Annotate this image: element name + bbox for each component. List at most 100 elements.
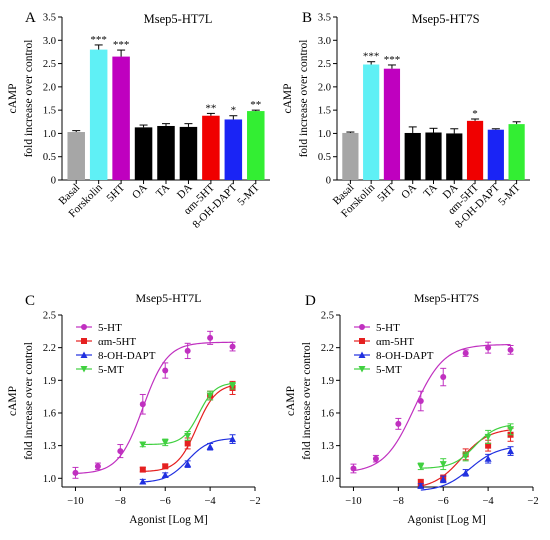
significance-mark: *** [363, 51, 380, 63]
y-label-line-2: fold increase over control [298, 40, 310, 158]
point [485, 442, 492, 449]
y-tick-label: 0 [51, 176, 56, 187]
legend-label: αm-5HT [376, 336, 414, 348]
bar [134, 127, 153, 180]
significance-mark: *** [384, 54, 401, 66]
bar [112, 56, 130, 181]
series-8-OH-DAPT [417, 446, 515, 491]
y-tick-label: 2.0 [318, 82, 331, 93]
significance-mark: ** [205, 102, 216, 114]
series-5-MT [417, 423, 515, 471]
y-tick-label: 1.3 [321, 441, 334, 452]
panel-c: C 1.0 1.3 1.6 1.9 2.2 2.5 cAMP fold increase ove… [7, 291, 261, 526]
point [206, 392, 214, 400]
x-tick-label: −6 [160, 496, 171, 507]
x-tick-label-group: 5HT [375, 181, 398, 204]
point [358, 366, 366, 373]
bar [224, 119, 243, 180]
point [184, 460, 192, 468]
y-tick-label: 3.0 [318, 36, 331, 47]
point [139, 441, 147, 449]
y-tick-label: 2.5 [318, 59, 331, 70]
series-5-HT [72, 330, 236, 479]
x-tick-label: −4 [483, 496, 495, 507]
bar [247, 111, 265, 180]
y-tick-label: 1.9 [43, 376, 56, 387]
significance-mark: * [472, 108, 478, 120]
y-tick-label: 0.5 [318, 152, 331, 163]
bar [342, 132, 359, 180]
x-tick-label: 5HT [104, 181, 127, 204]
x-tick-label-group: 5HT [104, 181, 127, 204]
y-label-line-1: cAMP [285, 386, 297, 416]
fit-curve [142, 438, 233, 483]
panel-a: A 0 0.5 1.0 1.5 2.0 2.5 3.0 3.5 cAMP fold increase… [7, 10, 270, 231]
point [358, 351, 366, 358]
y-label-line-2: fold increase over control [23, 342, 35, 460]
point [94, 463, 101, 470]
point [117, 448, 124, 455]
point [440, 374, 447, 381]
point [485, 344, 492, 351]
fit-curve [75, 341, 233, 475]
y-axis-label: cAMP fold increase over control [282, 40, 310, 158]
y-tick-label: 3.5 [43, 13, 56, 24]
point [184, 347, 191, 354]
x-tick-label: 5HT [375, 181, 398, 204]
panel-letter: B [302, 10, 312, 26]
point [184, 440, 191, 447]
y-tick-label: 3.5 [318, 13, 331, 24]
y-axis-label: cAMP fold increase over control [7, 342, 35, 460]
point [206, 443, 214, 450]
x-axis-label: Agonist [Log M] [407, 514, 486, 526]
series-αm-5HT [139, 380, 236, 473]
chart-title: Msep5-HT7S [411, 12, 479, 26]
point [507, 426, 515, 433]
y-tick-label: 1.5 [43, 106, 56, 117]
bar [202, 115, 220, 180]
point [462, 453, 470, 461]
y-label-line-1: cAMP [7, 386, 19, 416]
x-tick-label: −8 [115, 496, 126, 507]
y-tick-label: 2.5 [43, 311, 56, 322]
x-axis-label: Agonist [Log M] [129, 514, 208, 526]
y-tick-label: 1.0 [43, 474, 56, 485]
y-label-line-1: cAMP [282, 83, 294, 113]
x-tick-label: −2 [249, 496, 260, 507]
x-tick-label-group: 5-MT [235, 181, 262, 208]
point [507, 346, 514, 353]
point [507, 447, 515, 455]
point [417, 482, 425, 489]
x-tick-label-group: TA [154, 182, 172, 200]
panel-letter: D [305, 293, 316, 309]
point [350, 465, 357, 472]
y-axis-label: cAMP fold increase over control [285, 342, 313, 460]
point [462, 469, 470, 476]
point [184, 432, 192, 440]
y-tick-label: 1.0 [318, 129, 331, 140]
bar [157, 125, 175, 180]
point [395, 420, 402, 427]
legend-label: αm-5HT [98, 336, 136, 348]
panel-letter: C [25, 293, 35, 309]
point [439, 461, 447, 468]
point [359, 324, 365, 330]
y-tick-label: 1.5 [318, 106, 331, 117]
point [417, 398, 424, 404]
chart-title: Msep5-HT7L [144, 12, 213, 26]
legend-label: 5-HT [98, 322, 122, 334]
significance-mark: ** [250, 99, 261, 111]
y-tick-label: 2.5 [321, 311, 334, 322]
x-tick-label: OA [399, 182, 419, 202]
point [229, 343, 236, 350]
legend-label: 5-HT [376, 322, 400, 334]
y-label-line-1: cAMP [7, 83, 19, 113]
bar [466, 120, 484, 180]
legend-label: 5-MT [376, 364, 402, 376]
point [484, 433, 492, 441]
x-tick-label: TA [421, 182, 439, 200]
significance-mark: * [231, 105, 237, 117]
point [72, 469, 79, 476]
x-tick-label: −8 [393, 496, 404, 507]
